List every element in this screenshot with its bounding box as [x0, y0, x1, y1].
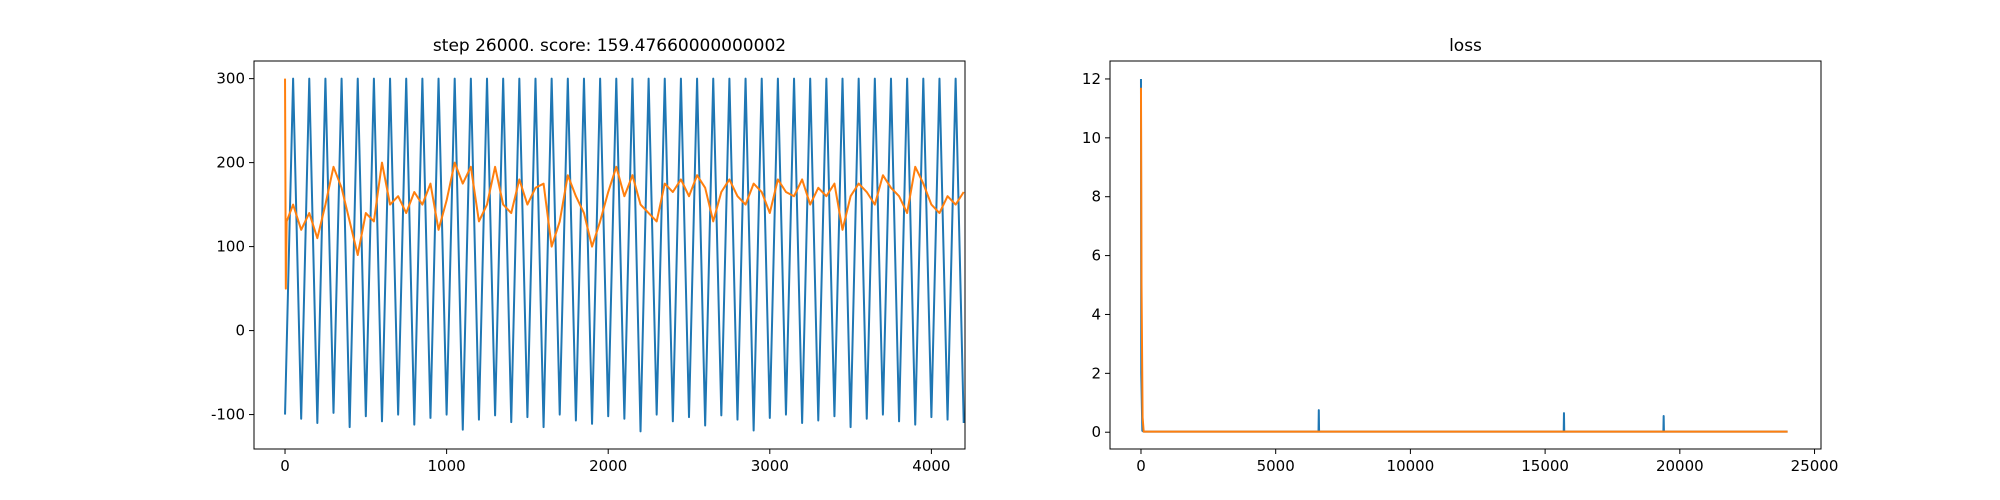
x-tick-label: 5000 — [1257, 457, 1295, 475]
y-tick-label: 300 — [216, 70, 245, 88]
y-tick-label: -100 — [211, 406, 245, 424]
axes-frame — [1109, 60, 1822, 450]
y-tick-label: 2 — [1091, 364, 1101, 382]
y-tick-label: 12 — [1082, 70, 1101, 88]
y-tick-label: 8 — [1091, 188, 1101, 206]
series-line — [284, 77, 965, 433]
y-tick-label: 100 — [216, 238, 245, 256]
x-tick-label: 3000 — [751, 457, 789, 475]
x-tick-label: 2000 — [589, 457, 627, 475]
chart-title: step 26000. score: 159.47660000000002 — [433, 36, 786, 56]
y-tick-label: 10 — [1082, 129, 1101, 147]
x-tick-label: 10000 — [1387, 457, 1435, 475]
x-tick-label: 15000 — [1521, 457, 1569, 475]
series-line — [1139, 78, 1788, 433]
x-tick-label: 4000 — [912, 457, 950, 475]
axes-frame — [253, 60, 966, 450]
series-line — [284, 78, 965, 290]
y-tick-label: 6 — [1091, 247, 1101, 265]
y-tick-label: 4 — [1091, 305, 1101, 323]
x-tick-label: 0 — [1136, 457, 1146, 475]
x-tick-label: 20000 — [1656, 457, 1704, 475]
y-tick-label: 0 — [235, 322, 245, 340]
y-tick-label: 0 — [1091, 423, 1101, 441]
x-tick-label: 25000 — [1791, 457, 1839, 475]
series-line — [1139, 87, 1788, 433]
x-tick-label: 1000 — [428, 457, 466, 475]
y-tick-label: 200 — [216, 154, 245, 172]
x-tick-label: 0 — [280, 457, 290, 475]
chart-title: loss — [1449, 36, 1482, 56]
